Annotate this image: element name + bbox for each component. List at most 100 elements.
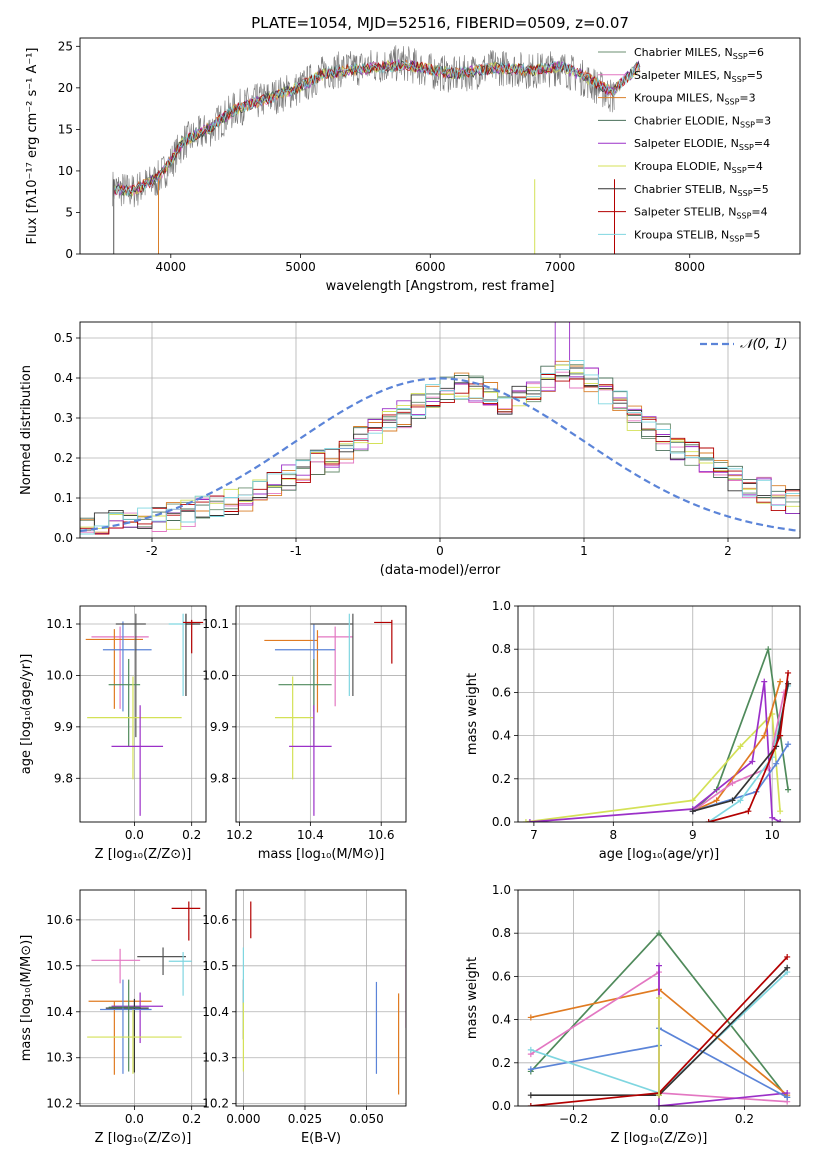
- y-tick-label: 0.4: [492, 1013, 511, 1027]
- spectrum-model-line: [113, 60, 641, 196]
- histogram-series: [80, 364, 800, 535]
- weight-point-marker: [765, 646, 772, 653]
- errorbar-point: [111, 992, 164, 1044]
- weight-point-marker: [745, 808, 752, 815]
- y-tick-label: 10: [58, 164, 73, 178]
- x-tick-label: 9: [689, 828, 697, 842]
- gaussian-reference-line: [80, 377, 800, 533]
- x-axis-label: Z [log₁₀(Z/Z⊙)]: [95, 1131, 192, 1146]
- legend-entry: Chabrier STELIB, NSSP=5: [634, 183, 769, 198]
- x-tick-label: 0.2: [182, 1112, 201, 1126]
- weight-point-marker: [689, 808, 696, 815]
- weight-point-marker: [761, 732, 768, 739]
- y-tick-label: 1.0: [492, 599, 511, 613]
- weight-vs-Z-plot-area: [527, 930, 791, 1106]
- legend-entry: Salpeter MILES, NSSP=5: [634, 69, 763, 84]
- y-tick-label: 0.5: [54, 331, 73, 345]
- spectrum-model-line: [113, 59, 641, 197]
- y-tick-label: 10.3: [202, 1051, 229, 1065]
- errorbar-point: [87, 676, 182, 780]
- y-tick-label: 0.0: [492, 815, 511, 829]
- age-vs-mass-plot-area: [264, 613, 393, 816]
- residuals-frame: [79, 321, 801, 539]
- mass-vs-Z-frame: [79, 889, 207, 1107]
- legend-entry: Kroupa STELIB, NSSP=5: [634, 228, 760, 243]
- weight-point-marker: [656, 995, 662, 1001]
- y-axis-label: Normed distribution: [19, 365, 34, 495]
- legend-entry: Kroupa MILES, NSSP=3: [634, 92, 756, 107]
- x-axis-label: Z [log₁₀(Z/Z⊙)]: [95, 847, 192, 862]
- x-axis-label: age [log₁₀(age/yr)]: [599, 847, 720, 862]
- spectrum-legend: Chabrier MILES, NSSP=6 Salpeter MILES, NS…: [598, 46, 771, 243]
- x-tick-label: 8000: [674, 260, 705, 274]
- x-tick-label: 10.6: [368, 828, 395, 842]
- y-tick-label: 10.4: [46, 1005, 73, 1019]
- y-tick-label: 10.2: [202, 1097, 229, 1111]
- age-vs-mass-axes: 10.2 10.4 10.6 9.8 9.9 10.0 10.1 mass [log₁₀(M/…: [202, 605, 407, 862]
- x-tick-label: 0: [436, 544, 444, 558]
- y-tick-label: 10.5: [202, 959, 229, 973]
- weight-point-marker: [527, 1046, 534, 1053]
- y-tick-label: 10.6: [202, 913, 229, 927]
- y-tick-label: 0.2: [492, 772, 511, 786]
- errorbar-point: [137, 947, 186, 976]
- age-vs-mass-frame: [235, 605, 407, 823]
- figure-title: PLATE=1054, MJD=52516, FIBERID=0509, z=0…: [251, 14, 629, 32]
- weight-point-marker: [527, 1066, 534, 1073]
- y-tick-label: 10.5: [46, 959, 73, 973]
- y-tick-label: 9.8: [210, 771, 229, 785]
- x-tick-label: 0.0: [125, 828, 144, 842]
- y-tick-label: 0.8: [492, 926, 511, 940]
- histogram-series: [80, 374, 800, 535]
- spectrum-model-line: [113, 60, 641, 198]
- errorbar-point: [100, 979, 152, 1074]
- spectrum-model-line: [113, 59, 641, 196]
- y-tick-label: 1.0: [492, 883, 511, 897]
- mass-vs-EBV-plot-area: [242, 901, 406, 1095]
- spectrum-plot-area: [112, 45, 641, 254]
- y-tick-label: 9.9: [54, 720, 73, 734]
- errorbar-point: [168, 613, 195, 696]
- errorbar-point: [85, 629, 143, 709]
- x-tick-label: 2: [724, 544, 732, 558]
- y-tick-label: 10.6: [46, 913, 73, 927]
- weight-point-marker: [769, 814, 776, 821]
- x-tick-label: 0.050: [349, 1112, 383, 1126]
- weight-point-marker: [784, 1094, 791, 1101]
- histogram-series: [80, 367, 800, 531]
- errorbar-point: [374, 619, 393, 664]
- x-tick-label: 0.2: [182, 828, 201, 842]
- spectrum-model-line: [113, 59, 641, 197]
- weight-point-marker: [749, 758, 756, 765]
- weight-series-line: [529, 681, 781, 822]
- y-tick-label: 0.0: [54, 531, 73, 545]
- x-axis-label: mass [log₁₀(M/M⊙)]: [258, 847, 385, 862]
- mass-vs-Z-plot-area: [87, 901, 201, 1075]
- plots-layer: 4000 5000 6000 7000 80000510152025wavelength…: [19, 37, 801, 1146]
- y-tick-label: 0.3: [54, 411, 73, 425]
- y-tick-label: 0.4: [54, 371, 73, 385]
- y-tick-label: 0.6: [492, 969, 511, 983]
- errorbar-point: [317, 626, 353, 707]
- spectrum-model-line: [113, 61, 641, 196]
- x-tick-label: 0.000: [226, 1112, 260, 1126]
- y-axis-label: Flux [fλ10⁻¹⁷ erg cm⁻² s⁻¹ A⁻¹]: [25, 48, 40, 245]
- errorbar-point: [264, 630, 319, 713]
- x-tick-label: 8: [610, 828, 618, 842]
- weight-point-marker: [777, 819, 784, 822]
- legend-entry: 𝒩(0, 1): [740, 337, 787, 352]
- x-axis-label: wavelength [Angstrom, rest frame]: [326, 279, 555, 294]
- weight-point-marker: [784, 953, 791, 960]
- legend-entry: Kroupa ELODIE, NSSP=4: [634, 160, 763, 175]
- x-tick-label: 10: [765, 828, 780, 842]
- y-tick-label: 20: [58, 81, 73, 95]
- errorbar-point: [87, 1009, 182, 1074]
- legend-entry: Chabrier ELODIE, NSSP=3: [634, 114, 771, 129]
- x-tick-label: 10.2: [226, 828, 253, 842]
- weight-point-marker: [777, 808, 784, 815]
- y-tick-label: 10.0: [202, 668, 229, 682]
- errorbar-point: [171, 901, 201, 941]
- x-tick-label: 4000: [156, 260, 187, 274]
- errorbar-point: [115, 613, 146, 738]
